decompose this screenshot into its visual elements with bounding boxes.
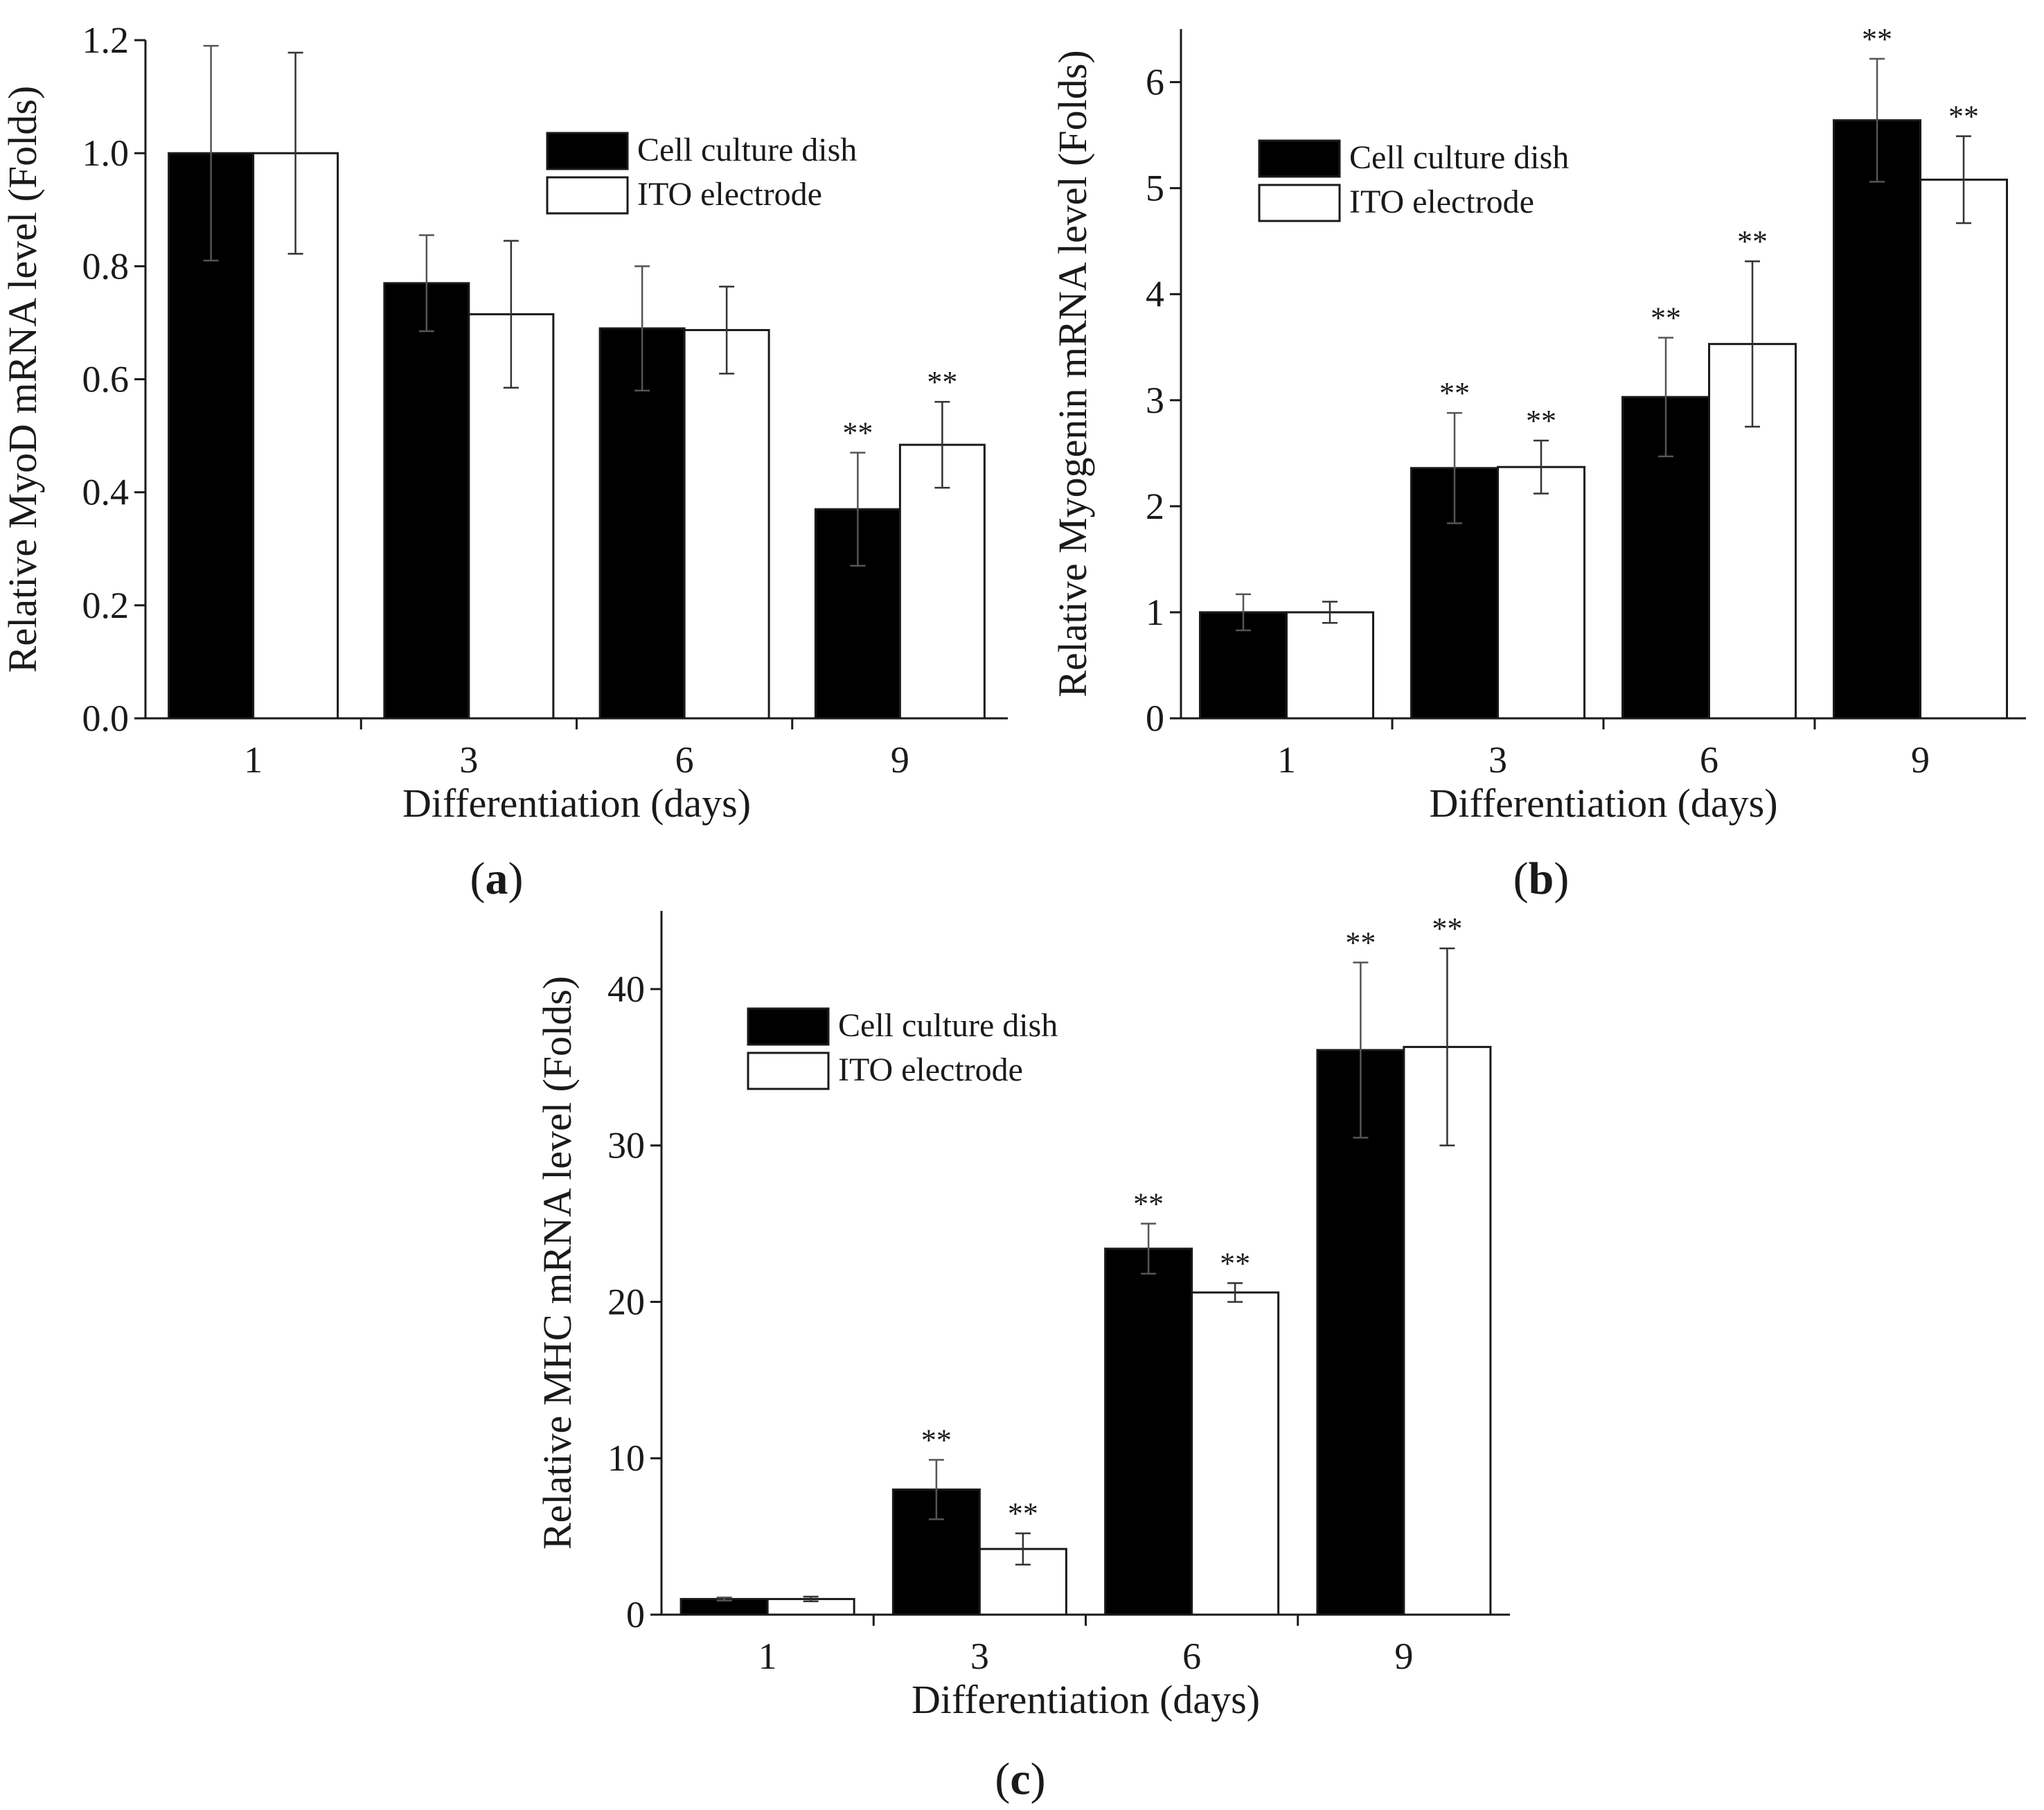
legend-label: ITO electrode (1349, 184, 1534, 220)
significance-mark: ** (1526, 404, 1556, 438)
x-axis-title: Differentiation (days) (912, 1677, 1260, 1722)
y-tick-label: 10 (607, 1437, 645, 1479)
y-tick-label: 0 (1146, 698, 1164, 739)
x-tick-label: 6 (1700, 739, 1718, 781)
significance-mark: ** (1133, 1187, 1164, 1221)
y-axis-title: Relative Myogenin mRNA level (Folds) (1050, 50, 1095, 697)
legend-label: ITO electrode (637, 176, 822, 213)
legend-swatch (747, 1052, 830, 1090)
bar-ito-electrode (1286, 611, 1374, 720)
panel-label: (b) (1513, 853, 1570, 904)
x-axis-title: Differentiation (days) (1429, 781, 1777, 826)
x-tick-label: 3 (970, 1635, 989, 1677)
significance-mark: ** (1651, 301, 1681, 335)
x-tick-label: 9 (1911, 739, 1930, 781)
significance-mark: ** (1220, 1246, 1250, 1280)
chart-b: 0 1 2 3 4 5 6 1 3 6 9 Differentiation (days) Relativ… (1050, 22, 2026, 904)
significance-mark: ** (1948, 100, 1979, 134)
bar-cell-culture-dish (1316, 1049, 1405, 1616)
y-tick-label: 40 (607, 968, 645, 1010)
legend-label: ITO electrode (838, 1052, 1023, 1088)
x-tick-label: 3 (459, 739, 478, 781)
significance-mark: ** (927, 365, 957, 399)
legend-swatch (1258, 139, 1341, 178)
bar-cell-culture-dish (1833, 119, 1921, 720)
y-tick-label: 1 (1146, 592, 1164, 633)
y-axis-title: Relative MyoD mRNA level (Folds) (0, 86, 45, 673)
legend-label: Cell culture dish (637, 132, 857, 168)
significance-mark: ** (1345, 926, 1376, 960)
bar-ito-electrode (1191, 1291, 1280, 1616)
legend-swatch (546, 132, 629, 170)
y-tick-label: 1.2 (82, 19, 130, 61)
significance-mark: ** (1008, 1497, 1038, 1531)
y-tick-label: 0.0 (82, 698, 130, 739)
y-tick-label: 1.0 (82, 132, 130, 174)
y-tick-label: 30 (607, 1125, 645, 1166)
significance-mark: ** (1737, 224, 1768, 258)
y-tick-label: 0.6 (82, 359, 130, 400)
chart-a: 0.0 0.2 0.4 0.6 0.8 1.0 1.2 1 3 6 9 Differentiation… (0, 19, 1008, 904)
x-axis-title: Differentiation (days) (402, 781, 751, 826)
y-tick-label: 0.2 (82, 585, 130, 626)
significance-mark: ** (1862, 22, 1892, 56)
x-tick-label: 9 (891, 739, 909, 781)
significance-mark: ** (842, 416, 873, 450)
x-tick-label: 1 (244, 739, 263, 781)
significance-mark: ** (921, 1423, 952, 1457)
legend-swatch (747, 1007, 830, 1046)
legend-swatch (546, 176, 629, 215)
x-tick-label: 6 (675, 739, 694, 781)
significance-mark: ** (1432, 912, 1462, 946)
x-tick-label: 6 (1182, 1635, 1201, 1677)
x-tick-label: 1 (1277, 739, 1296, 781)
y-tick-label: 0.8 (82, 245, 130, 287)
y-tick-label: 20 (607, 1281, 645, 1322)
x-tick-label: 1 (758, 1635, 777, 1677)
panel-label: (c) (995, 1754, 1045, 1804)
y-tick-label: 3 (1146, 380, 1164, 421)
bar-ito-electrode (898, 443, 986, 720)
legend-label: Cell culture dish (838, 1007, 1058, 1044)
y-tick-label: 0 (626, 1594, 645, 1635)
y-tick-label: 2 (1146, 486, 1164, 527)
significance-mark: ** (1439, 376, 1470, 410)
legend-label: Cell culture dish (1349, 139, 1569, 176)
panel-label: (a) (470, 853, 524, 904)
y-tick-label: 0.4 (82, 472, 130, 513)
bar-ito-electrode (683, 329, 770, 720)
bar-cell-culture-dish (1104, 1248, 1193, 1616)
y-tick-label: 6 (1146, 62, 1164, 103)
x-tick-label: 3 (1488, 739, 1507, 781)
y-tick-label: 5 (1146, 168, 1164, 209)
y-axis-title: Relative MHC mRNA level (Folds) (535, 976, 580, 1550)
chart-c: 0 10 20 30 40 1 3 6 9 Differentiation (days) Relat… (535, 911, 1510, 1804)
legend-swatch (1258, 184, 1341, 222)
bar-ito-electrode (1919, 178, 2008, 720)
x-tick-label: 9 (1394, 1635, 1413, 1677)
y-tick-label: 4 (1146, 274, 1164, 315)
bar-cell-culture-dish (383, 282, 470, 720)
bar-ito-electrode (1497, 465, 1585, 720)
